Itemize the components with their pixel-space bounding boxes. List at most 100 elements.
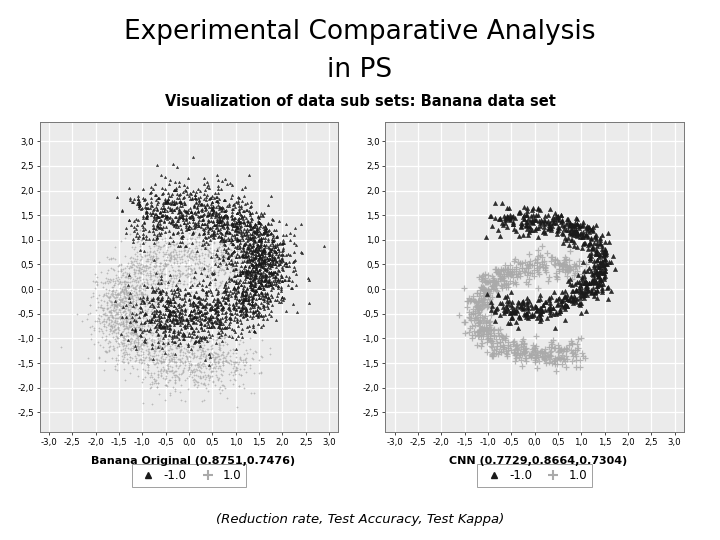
Point — [237, 242, 248, 251]
Point — [166, 214, 178, 223]
Point — [567, 287, 578, 295]
Point — [227, 349, 238, 357]
Point — [112, 308, 124, 316]
Point — [593, 272, 604, 281]
Point — [576, 334, 588, 342]
Point — [580, 287, 592, 295]
Point — [265, 281, 276, 289]
Point — [318, 242, 330, 251]
Point — [192, 366, 203, 374]
Point — [560, 235, 572, 244]
Point — [525, 351, 536, 360]
Point — [507, 339, 518, 348]
Point — [199, 349, 210, 358]
Point — [148, 255, 159, 264]
Point — [155, 310, 166, 319]
Point — [123, 282, 135, 291]
Point — [147, 380, 158, 389]
Point — [153, 242, 165, 251]
Point — [135, 299, 147, 308]
Point — [198, 316, 210, 325]
Point — [259, 252, 271, 260]
Point — [152, 307, 163, 315]
Point — [145, 274, 157, 283]
Point — [205, 287, 217, 296]
Point — [122, 357, 134, 366]
Point — [243, 256, 254, 265]
Point — [172, 208, 184, 217]
Point — [207, 208, 219, 217]
Point — [225, 260, 237, 268]
Point — [240, 293, 251, 301]
Point — [474, 326, 486, 335]
Point — [130, 329, 142, 338]
Point — [171, 163, 183, 172]
Point — [521, 218, 532, 226]
Point — [152, 334, 163, 343]
Point — [135, 284, 146, 292]
Point — [203, 240, 215, 248]
Point — [233, 197, 244, 206]
Point — [489, 278, 500, 286]
Point — [177, 194, 189, 202]
Point — [248, 326, 259, 335]
Point — [270, 257, 282, 266]
Point — [590, 231, 601, 239]
Point — [228, 226, 240, 234]
Point — [206, 302, 217, 310]
Point — [159, 214, 171, 222]
Point — [170, 197, 181, 206]
Point — [537, 228, 549, 237]
Point — [84, 300, 95, 309]
Point — [200, 352, 212, 361]
Point — [265, 245, 276, 253]
Point — [170, 343, 181, 352]
Point — [153, 293, 164, 302]
Point — [162, 378, 174, 387]
Point — [117, 265, 129, 274]
Point — [167, 313, 179, 322]
Point — [199, 302, 210, 310]
Point — [117, 333, 128, 341]
Point — [150, 260, 162, 269]
Point — [150, 268, 162, 277]
Point — [184, 270, 196, 279]
Point — [185, 287, 197, 296]
Point — [131, 349, 143, 358]
Point — [265, 344, 276, 353]
Point — [187, 302, 199, 310]
Point — [263, 251, 274, 259]
Point — [129, 342, 140, 351]
Point — [159, 280, 171, 288]
Point — [229, 287, 240, 296]
Point — [180, 315, 192, 323]
Point — [243, 207, 255, 216]
Point — [208, 206, 220, 215]
Point — [116, 278, 127, 287]
Point — [520, 354, 531, 362]
Point — [122, 278, 133, 287]
Point — [215, 377, 227, 386]
Point — [197, 373, 209, 381]
Point — [125, 317, 136, 326]
Point — [123, 321, 135, 330]
Point — [188, 352, 199, 361]
Point — [194, 196, 205, 205]
Point — [219, 240, 230, 249]
Point — [560, 226, 572, 234]
Point — [198, 260, 210, 268]
Point — [138, 319, 149, 328]
Point — [112, 267, 124, 275]
Point — [163, 198, 174, 206]
Point — [170, 361, 181, 370]
Point — [161, 367, 172, 376]
Point — [184, 222, 195, 231]
Point — [154, 288, 166, 296]
Point — [154, 289, 166, 298]
Point — [228, 304, 239, 313]
Point — [148, 286, 159, 295]
Point — [124, 308, 135, 316]
Point — [472, 313, 483, 322]
Point — [228, 364, 239, 373]
Point — [138, 239, 149, 247]
